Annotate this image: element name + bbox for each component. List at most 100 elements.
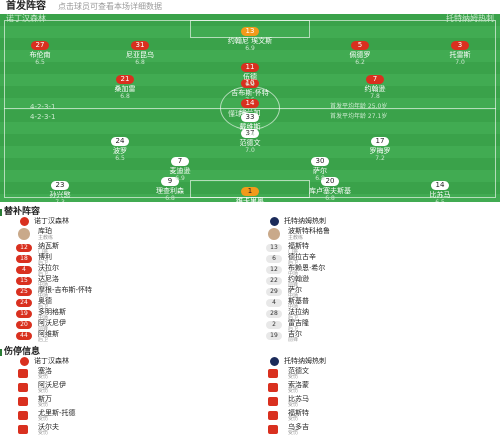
player-number: 13: [266, 244, 282, 252]
player-name: 尤里斯-托德: [38, 409, 76, 417]
away-player[interactable]: 37 范德文 7.0: [220, 120, 280, 154]
player-number: 9: [161, 177, 179, 186]
player-name: 乌多吉: [288, 423, 309, 431]
injury-row[interactable]: 尤里斯-托德 受伤: [16, 410, 256, 422]
away-player[interactable]: 17 罗梅罗 7.2: [350, 128, 410, 162]
avatar: [18, 228, 30, 240]
subs-title: 替补阵容: [4, 207, 41, 217]
player-rating: 7.0: [245, 147, 255, 154]
lineup-header: 首发阵容 点击球员可查看本场详细数据: [0, 0, 500, 14]
pitch: 诺丁汉森林 托特纳姆热刺 4-2-3-1 4-2-3-1 首发平均年龄 25.0…: [0, 14, 500, 202]
player-name: 沃尔夫: [38, 423, 59, 431]
away-player[interactable]: 9 理查利森 6.8: [140, 168, 200, 202]
sub-player-row[interactable]: 28 法拉纳 后卫: [266, 309, 500, 321]
injury-row[interactable]: 斯万 受伤: [16, 396, 256, 408]
away-team-name: 托特纳姆热刺: [446, 14, 494, 23]
sub-player-row[interactable]: 29 萨尔 中场: [266, 287, 500, 299]
player-number: 29: [266, 288, 282, 296]
away-player[interactable]: 33 戴维斯 7.4: [220, 104, 280, 138]
player-name: 博利: [38, 253, 52, 261]
home-player[interactable]: 13 约翰尼 埃文斯 6.9: [220, 18, 280, 52]
home-player[interactable]: 11 伍德 6.9: [220, 54, 280, 88]
injury-row[interactable]: 福斯特 受伤: [266, 410, 500, 422]
player-number: 4: [16, 266, 32, 274]
player-number: 21: [116, 75, 134, 84]
player-number: 11: [241, 63, 259, 72]
away-player[interactable]: 30 萨尔 6.8: [290, 148, 350, 182]
injury-status: 受伤: [38, 388, 49, 394]
sub-player-row[interactable]: 13 福斯特 门将: [266, 242, 500, 255]
player-number: 44: [16, 332, 32, 340]
player-position: 门将: [38, 249, 49, 255]
away-player[interactable]: 23孙兴慜7.3: [30, 172, 90, 202]
player-rating: 7.2: [375, 155, 385, 162]
player-name: 维卡里奥: [236, 197, 264, 202]
home-player[interactable]: 7 约翰逊 7.8: [345, 66, 405, 100]
player-number: 30: [311, 157, 329, 166]
player-position: 后卫: [38, 271, 49, 277]
sub-player-row[interactable]: 12 纳瓦斯 门将: [16, 243, 256, 255]
sub-player-row[interactable]: 19 多明格斯 中场: [16, 309, 256, 321]
player-number: 1: [241, 187, 259, 196]
away-player[interactable]: 24 波罗 6.5: [90, 128, 150, 162]
sub-player-row[interactable]: 24 奥德 后卫: [16, 298, 256, 310]
player-number: 6: [266, 255, 282, 263]
home-player[interactable]: 21 桑加雷 6.8: [95, 66, 155, 100]
player-name: 沃拉尔: [38, 264, 59, 272]
injury-status: 受伤: [38, 402, 49, 408]
home-meta: 首发平均年龄 25.0岁: [330, 103, 388, 110]
sub-player-row[interactable]: 2 雷吉隆 后卫: [266, 320, 500, 332]
sub-player-row[interactable]: 18 博利 后卫: [16, 253, 256, 266]
injury-status: 受伤: [38, 430, 49, 436]
player-name: 达尼洛: [38, 275, 59, 283]
home-player[interactable]: 5 佩德罗 6.2: [330, 32, 390, 66]
player-number: 12: [16, 244, 32, 252]
sub-player-row[interactable]: 4 斯基普 中场: [266, 298, 500, 310]
player-position: 后卫: [288, 315, 299, 321]
injury-row[interactable]: 乌多吉 受伤: [266, 424, 500, 436]
injury-row[interactable]: 塞洛 受伤: [16, 368, 256, 380]
sub-player-row[interactable]: 4 沃拉尔 后卫: [16, 264, 256, 277]
sub-player-row[interactable]: 15 达尼洛 中场: [16, 275, 256, 288]
sub-player-row[interactable]: 19 吉尔 前锋: [266, 330, 500, 343]
player-position: 中场: [288, 304, 299, 310]
away-player[interactable]: 1维卡里奥7.5: [220, 178, 280, 202]
player-name: 布伦南: [29, 51, 51, 59]
sub-player-row[interactable]: 20 阿沃尼伊 前锋: [16, 320, 256, 332]
player-position: 后卫: [38, 260, 49, 266]
sub-player-row[interactable]: 44 阿维斯 后卫: [16, 331, 256, 343]
home-coach[interactable]: 库珀 主教练: [16, 227, 256, 241]
injury-status: 受伤: [38, 374, 49, 380]
injury-row[interactable]: 比苏马 受伤: [266, 396, 500, 408]
injury-row[interactable]: 阿沃尼伊 受伤: [16, 382, 256, 394]
injury-row[interactable]: 沃尔夫 受伤: [16, 424, 256, 436]
player-number: 37: [241, 129, 259, 138]
player-name: 福斯特: [288, 242, 309, 250]
injury-row[interactable]: 范德文 受伤: [266, 368, 500, 380]
player-name: 范德文: [239, 139, 261, 147]
injury-icon: [18, 369, 28, 378]
player-name: 吉尔: [288, 330, 302, 338]
home-player[interactable]: 31 尼亚昆乌 6.8: [110, 32, 170, 66]
away-coach[interactable]: 波斯特科格鲁 主教练: [266, 227, 500, 241]
sub-player-row[interactable]: 22 约翰逊 前锋: [266, 276, 500, 288]
player-rating: 6.8: [120, 93, 130, 100]
injury-status: 受伤: [38, 416, 49, 422]
injury-row[interactable]: 索洛蒙 受伤: [266, 382, 500, 394]
away-player[interactable]: 14比苏马6.5: [410, 172, 470, 202]
player-name: 范德文: [288, 367, 309, 375]
player-position: 后卫: [288, 326, 299, 332]
sub-player-row[interactable]: 12 布赖恩·希尔 中场: [266, 265, 500, 277]
injury-icon: [268, 411, 278, 420]
away-player[interactable]: 20 库卢塞夫斯基 6.8: [300, 168, 360, 202]
player-rating: 6.9: [245, 81, 255, 88]
player-number: 12: [266, 266, 282, 274]
away-meta: 首发平均年龄 27.1岁: [330, 113, 388, 120]
home-player[interactable]: 3 托雷斯 7.0: [430, 32, 490, 66]
player-number: 5: [351, 41, 369, 50]
away-player[interactable]: 7 麦迪逊 6.9: [150, 148, 210, 182]
player-name: 福斯特: [288, 409, 309, 417]
sub-player-row[interactable]: 6 德拉古辛 后卫: [266, 254, 500, 266]
home-player[interactable]: 27 布伦南 6.5: [10, 32, 70, 66]
sub-player-row[interactable]: 25 摩根-吉布斯-怀特 中场: [16, 287, 256, 299]
